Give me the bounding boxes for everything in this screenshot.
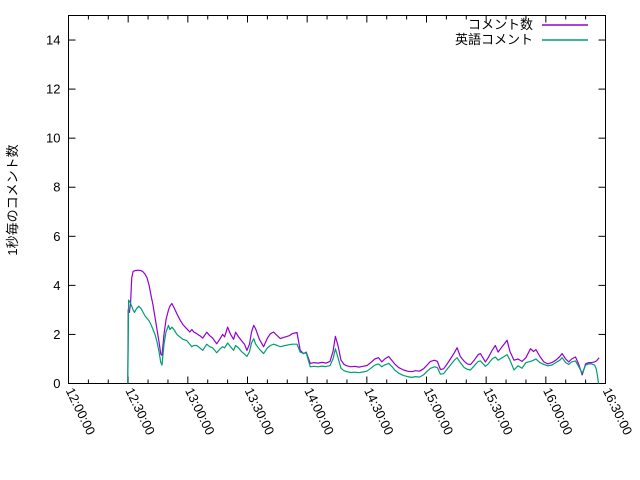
legend-label: コメント数 bbox=[468, 17, 533, 32]
x-tick-label: 14:30:00 bbox=[361, 385, 397, 437]
x-tick-label: 16:00:00 bbox=[540, 385, 576, 437]
y-tick-label: 6 bbox=[53, 229, 60, 244]
plot-border bbox=[68, 15, 606, 384]
y-tick-label: 4 bbox=[53, 278, 60, 293]
y-tick-label: 8 bbox=[53, 180, 60, 195]
series-line-1 bbox=[127, 269, 600, 384]
y-tick-label: 2 bbox=[53, 327, 60, 342]
x-tick-label: 12:00:00 bbox=[63, 385, 99, 437]
x-tick-label: 16:30:00 bbox=[600, 385, 636, 437]
x-tick-label: 15:30:00 bbox=[480, 385, 516, 437]
x-tick-label: 12:30:00 bbox=[122, 385, 158, 437]
x-tick-label: 13:30:00 bbox=[242, 385, 278, 437]
y-tick-label: 0 bbox=[53, 376, 60, 391]
y-tick-label: 14 bbox=[46, 33, 60, 48]
y-axis-label: 1秒毎のコメント数 bbox=[5, 144, 20, 255]
series-line-2 bbox=[127, 299, 600, 384]
x-tick-label: 14:00:00 bbox=[301, 385, 337, 437]
x-tick-label: 15:00:00 bbox=[421, 385, 457, 437]
x-tick-label: 13:00:00 bbox=[182, 385, 218, 437]
legend-label: 英語コメント bbox=[455, 32, 533, 47]
legend-entry-2: 英語コメント bbox=[455, 32, 588, 47]
y-tick-label: 12 bbox=[46, 82, 60, 97]
legend-entry-1: コメント数 bbox=[468, 17, 588, 32]
y-tick-label: 10 bbox=[46, 131, 60, 146]
